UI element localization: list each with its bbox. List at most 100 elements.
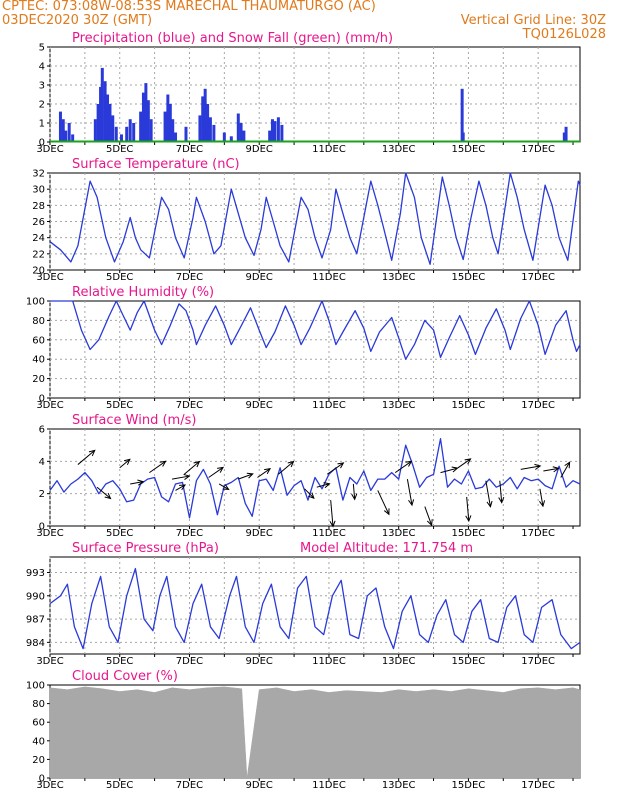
wind-arrow-head: [179, 484, 187, 491]
wind-arrow-shaft: [424, 506, 433, 526]
wind-arrow-head: [451, 466, 459, 473]
precip-bar: [268, 130, 272, 142]
precip-bar: [99, 86, 103, 142]
wind-arrow-shaft: [457, 458, 471, 469]
wind-arrow-head: [351, 493, 358, 501]
cloud-xtick-label: 17DEC: [521, 780, 555, 791]
humidity-xtick-label: 13DEC: [382, 400, 416, 411]
model-id: TQ0126L028: [522, 27, 606, 42]
precip-bar: [208, 117, 212, 142]
wind-arrow-shaft: [543, 467, 559, 472]
wind-arrow-shaft: [377, 490, 390, 515]
precip-bar: [67, 123, 71, 142]
precip-bar: [149, 119, 153, 142]
humidity-line: [50, 300, 581, 360]
temp-xtick-label: 3DEC: [36, 272, 63, 283]
wind-arrow-shaft: [499, 480, 503, 503]
cloud-xtick-label: 9DEC: [246, 780, 273, 791]
precip-bar: [100, 67, 104, 142]
cloud-xtick-label: 11DEC: [312, 780, 346, 791]
wind-arrow-head: [534, 463, 542, 470]
temp-xtick-label: 15DEC: [452, 272, 486, 283]
temp-panel: 3DEC 5DEC 7DEC 9DEC 11DEC 13DEC 15DEC 17DEC 20 22…: [32, 157, 581, 283]
wind-xtick-label: 15DEC: [452, 528, 486, 539]
precip-bar: [108, 104, 112, 142]
precip-ytick-label: 1: [39, 119, 45, 130]
pressure-subtitle: Model Altitude: 171.754 m: [300, 541, 473, 556]
precip-bar: [64, 130, 68, 142]
pressure-xtick-label: 17DEC: [521, 656, 555, 667]
wind-arrow-shaft: [149, 460, 166, 474]
wind-arrow: [329, 500, 336, 528]
temp-xtick-label: 9DEC: [246, 272, 273, 283]
wind-arrow-head: [337, 462, 345, 469]
wind-arrow-head: [287, 460, 295, 468]
wind-arrow-head: [246, 472, 254, 479]
cloud-cover-area: [49, 686, 581, 779]
wind-arrow: [520, 463, 542, 470]
wind-arrow-shaft: [96, 486, 111, 499]
humidity-xtick-label: 9DEC: [246, 400, 273, 411]
precip-ytick-label: 0: [39, 138, 45, 149]
humidity-xtick-label: 15DEC: [452, 400, 486, 411]
precip-bar: [461, 132, 465, 142]
wind-arrow-head: [123, 458, 131, 465]
humidity-ytick-label: 80: [32, 316, 45, 327]
wind-arrow: [406, 479, 415, 507]
wind-xtick-label: 3DEC: [36, 528, 63, 539]
wind-arrow: [149, 460, 167, 474]
precip-bar: [270, 119, 274, 142]
cloud-panel: 3DEC 5DEC 7DEC 9DEC 11DEC 13DEC 15DEC 17DEC 0 20 4…: [26, 669, 581, 791]
precip-bar: [132, 123, 136, 142]
wind-arrow: [208, 466, 225, 478]
temp-ytick-label: 20: [32, 266, 45, 277]
precip-bar: [273, 121, 277, 142]
station-info: CPTEC: 073:08W-08:53S MARECHAL THAUMATUR…: [2, 0, 376, 14]
wind-arrow-shaft: [485, 480, 491, 507]
wind-arrow-shaft: [130, 481, 144, 485]
wind-xtick-label: 13DEC: [382, 528, 416, 539]
cloud-ytick-label: 40: [32, 736, 45, 747]
precip-bar: [460, 88, 464, 142]
wind-arrow: [394, 460, 413, 474]
wind-arrow-shaft: [238, 473, 253, 480]
precip-bar: [562, 132, 566, 142]
wind-arrow-head: [464, 458, 472, 465]
wind-arrow-shaft: [539, 488, 544, 507]
precip-bar: [58, 111, 62, 142]
wind-arrow-head: [104, 492, 112, 500]
precip-bar: [206, 104, 210, 142]
pressure-title: Surface Pressure (hPa): [72, 541, 219, 556]
precip-bar: [184, 126, 188, 142]
precip-bar: [564, 126, 568, 142]
wind-arrow: [543, 466, 560, 473]
wind-arrow-shaft: [183, 461, 200, 475]
wind-arrow-head: [193, 460, 201, 468]
precip-frame: [49, 46, 581, 143]
wind-xtick-label: 11DEC: [312, 528, 346, 539]
humidity-ytick-label: 100: [26, 297, 45, 308]
wind-arrow: [278, 460, 295, 475]
wind-xtick-label: 9DEC: [246, 528, 273, 539]
humidity-ytick-label: 40: [32, 355, 45, 366]
wind-arrow: [130, 479, 145, 486]
humidity-xtick-label: 7DEC: [176, 400, 203, 411]
precip-bar: [125, 126, 129, 142]
precip-bar: [93, 119, 97, 142]
wind-arrow-head: [552, 466, 560, 473]
pressure-frame: [49, 556, 581, 655]
wind-panel: 3DEC 5DEC 7DEC 9DEC 11DEC 13DEC 15DEC 17DEC 0 2 4 6…: [36, 413, 581, 539]
wind-arrow-head: [383, 508, 390, 516]
humidity-ytick-label: 0: [39, 394, 45, 405]
wind-xtick-label: 5DEC: [106, 528, 133, 539]
humidity-panel: 3DEC 5DEC 7DEC 9DEC 11DEC 13DEC 15DEC 17DEC 0 20 4…: [26, 285, 581, 411]
precip-bar: [111, 115, 115, 142]
wind-arrow-head: [486, 500, 493, 508]
precip-bar: [103, 81, 107, 142]
wind-arrow-head: [426, 519, 433, 527]
pressure-ytick-label: 993: [26, 568, 45, 579]
wind-arrow: [457, 458, 472, 469]
cloud-ytick-label: 60: [32, 718, 45, 729]
temp-ytick-label: 30: [32, 185, 45, 196]
humidity-xtick-label: 11DEC: [312, 400, 346, 411]
